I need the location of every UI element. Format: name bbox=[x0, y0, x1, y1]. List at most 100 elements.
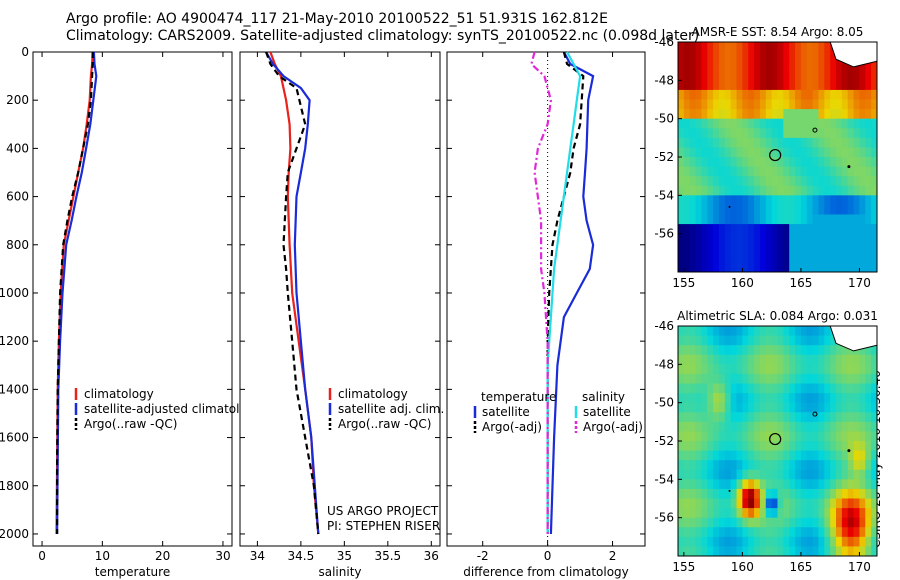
heatmap-cell bbox=[806, 373, 814, 384]
heatmap-cell bbox=[853, 89, 860, 100]
heatmap-cell bbox=[724, 393, 732, 404]
heatmap-cell bbox=[695, 51, 702, 62]
heatmap-cell bbox=[724, 335, 732, 346]
heatmap-cell bbox=[748, 517, 755, 528]
heatmap-cell bbox=[871, 546, 878, 557]
heatmap-cell bbox=[865, 412, 872, 423]
heatmap-cell bbox=[724, 147, 732, 158]
heatmap-cell bbox=[818, 383, 825, 394]
heatmap-cell bbox=[853, 195, 860, 206]
series-line-3 bbox=[55, 52, 94, 534]
heatmap-cell bbox=[824, 517, 831, 528]
heatmap-cell bbox=[748, 109, 755, 120]
heatmap-cell bbox=[871, 89, 878, 100]
heatmap-cell bbox=[759, 335, 767, 346]
heatmap-cell bbox=[836, 469, 843, 480]
heatmap-cell bbox=[777, 412, 784, 423]
heatmap-cell bbox=[830, 176, 837, 187]
heatmap-cell bbox=[695, 402, 702, 413]
heatmap-cell bbox=[754, 51, 761, 62]
heatmap-cell bbox=[718, 243, 726, 254]
y-tick-label: -48 bbox=[654, 73, 674, 87]
heatmap-cell bbox=[771, 412, 778, 423]
heatmap-cell bbox=[853, 137, 860, 148]
heatmap-cell bbox=[678, 42, 685, 53]
heatmap-cell bbox=[777, 166, 784, 177]
heatmap-cell bbox=[742, 536, 749, 547]
heatmap-cell bbox=[853, 99, 860, 110]
x-axis-label: temperature bbox=[95, 565, 170, 579]
heatmap-cell bbox=[718, 42, 726, 53]
heatmap-cell bbox=[730, 61, 738, 72]
heatmap-cell bbox=[795, 527, 802, 538]
heatmap-cell bbox=[730, 354, 738, 365]
heatmap-cell bbox=[759, 147, 767, 158]
heatmap-cell bbox=[707, 460, 714, 471]
heatmap-cell bbox=[795, 176, 802, 187]
heatmap-cell bbox=[847, 233, 855, 244]
heatmap-cell bbox=[836, 157, 843, 168]
heatmap-cell bbox=[718, 373, 726, 384]
heatmap-cell bbox=[742, 61, 749, 72]
heatmap-cell bbox=[718, 546, 726, 557]
heatmap-cell bbox=[777, 450, 784, 461]
heatmap-cell bbox=[730, 89, 738, 100]
heatmap-cell bbox=[812, 243, 819, 254]
heatmap-cell bbox=[800, 373, 808, 384]
heatmap-cell bbox=[718, 450, 726, 461]
heatmap-cell bbox=[689, 460, 697, 471]
heatmap-cell bbox=[865, 233, 872, 244]
heatmap-cell bbox=[689, 252, 697, 263]
heatmap-cell bbox=[800, 233, 808, 244]
heatmap-cell bbox=[713, 364, 720, 375]
heatmap-cell bbox=[777, 345, 784, 356]
heatmap-cell bbox=[730, 508, 738, 519]
heatmap-cell bbox=[718, 364, 726, 375]
heatmap-cell bbox=[859, 479, 866, 490]
heatmap-cell bbox=[783, 508, 790, 519]
x-tick-label: 170 bbox=[848, 560, 871, 574]
heatmap-cell bbox=[812, 450, 819, 461]
heatmap-cell bbox=[871, 224, 878, 235]
heatmap-cell bbox=[736, 536, 743, 547]
heatmap-cell bbox=[806, 70, 814, 81]
heatmap-cell bbox=[742, 421, 749, 432]
heatmap-cell bbox=[754, 214, 761, 225]
heatmap-cell bbox=[871, 166, 878, 177]
heatmap-cell bbox=[812, 546, 819, 557]
heatmap-cell bbox=[689, 441, 697, 452]
heatmap-cell bbox=[695, 517, 702, 528]
heatmap-cell bbox=[789, 421, 796, 432]
heatmap-cell bbox=[777, 42, 784, 53]
heatmap-cell bbox=[683, 176, 691, 187]
heatmap-cell bbox=[748, 546, 755, 557]
legend-header: salinity bbox=[582, 390, 625, 404]
heatmap-cell bbox=[759, 373, 767, 384]
heatmap-cell bbox=[707, 176, 714, 187]
heatmap-cell bbox=[678, 147, 685, 158]
heatmap-cell bbox=[718, 383, 726, 394]
heatmap-cell bbox=[707, 99, 714, 110]
heatmap-cell bbox=[707, 479, 714, 490]
heatmap-cell bbox=[789, 354, 796, 365]
heatmap-cell bbox=[689, 345, 697, 356]
heatmap-cell bbox=[713, 460, 720, 471]
heatmap-cell bbox=[841, 402, 849, 413]
heatmap-cell bbox=[742, 441, 749, 452]
heatmap-cell bbox=[871, 536, 878, 547]
heatmap-cell bbox=[678, 118, 685, 129]
heatmap-cell bbox=[713, 166, 720, 177]
heatmap-cell bbox=[812, 354, 819, 365]
heatmap-cell bbox=[742, 70, 749, 81]
heatmap-cell bbox=[730, 345, 738, 356]
heatmap-cell bbox=[853, 364, 860, 375]
heatmap-cell bbox=[841, 364, 849, 375]
heatmap-cell bbox=[812, 176, 819, 187]
heatmap-cell bbox=[759, 176, 767, 187]
heatmap-cell bbox=[718, 460, 726, 471]
heatmap-cell bbox=[730, 402, 738, 413]
heatmap-cell bbox=[701, 517, 708, 528]
heatmap-cell bbox=[742, 546, 749, 557]
heatmap-cell bbox=[689, 61, 697, 72]
series-line-2 bbox=[265, 51, 320, 535]
